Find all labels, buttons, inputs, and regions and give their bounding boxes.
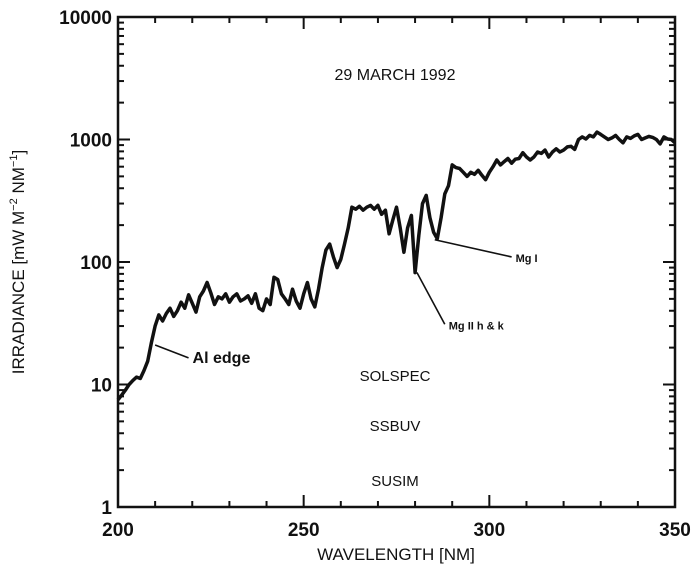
x-axis-title: WAVELENGTH [NM] bbox=[317, 545, 475, 564]
chart-title: 29 MARCH 1992 bbox=[335, 67, 456, 84]
annotation-label-mg-i: Mg I bbox=[516, 253, 538, 265]
annotation-leader-mg-i bbox=[434, 238, 512, 258]
label-ssbuv: SSBUV bbox=[370, 418, 421, 435]
y-tick-label: 10000 bbox=[59, 8, 112, 29]
annotation-leader-mg-ii bbox=[416, 272, 446, 325]
tick-layer: 200 250 300 350 1 10 100 1000 10000 bbox=[59, 8, 691, 541]
annotation-label-al-edge: Al edge bbox=[193, 350, 251, 367]
y-axis-title-sup2: −1 bbox=[8, 155, 20, 168]
x-tick-label: 300 bbox=[473, 520, 505, 541]
annotation-label-mg-ii: Mg II h & k bbox=[449, 320, 505, 332]
y-axis-title-sup1: −2 bbox=[8, 198, 20, 211]
y-axis-title-end: ] bbox=[9, 150, 28, 155]
y-tick-label: 100 bbox=[80, 253, 112, 274]
annotation-leader-al-edge bbox=[154, 344, 189, 359]
y-tick-label: 1 bbox=[101, 498, 112, 519]
y-tick-label: 10 bbox=[91, 376, 112, 397]
label-susim: SUSIM bbox=[371, 473, 419, 490]
plot-layer bbox=[116, 130, 677, 401]
y-tick-label: 1000 bbox=[70, 131, 112, 152]
x-tick-label: 200 bbox=[102, 520, 134, 541]
y-axis-title-main: IRRADIANCE [mW M bbox=[9, 211, 28, 374]
irradiance-series-line-0 bbox=[116, 130, 677, 401]
annotation-layer: Al edge Mg II h & k Mg I bbox=[154, 238, 538, 367]
x-tick-label: 250 bbox=[288, 520, 320, 541]
y-axis-title-mid: NM bbox=[9, 167, 28, 198]
label-solspec: SOLSPEC bbox=[360, 368, 431, 385]
y-axis-title: IRRADIANCE [mW M−2 NM−1] bbox=[8, 150, 28, 374]
x-tick-label: 350 bbox=[659, 520, 691, 541]
